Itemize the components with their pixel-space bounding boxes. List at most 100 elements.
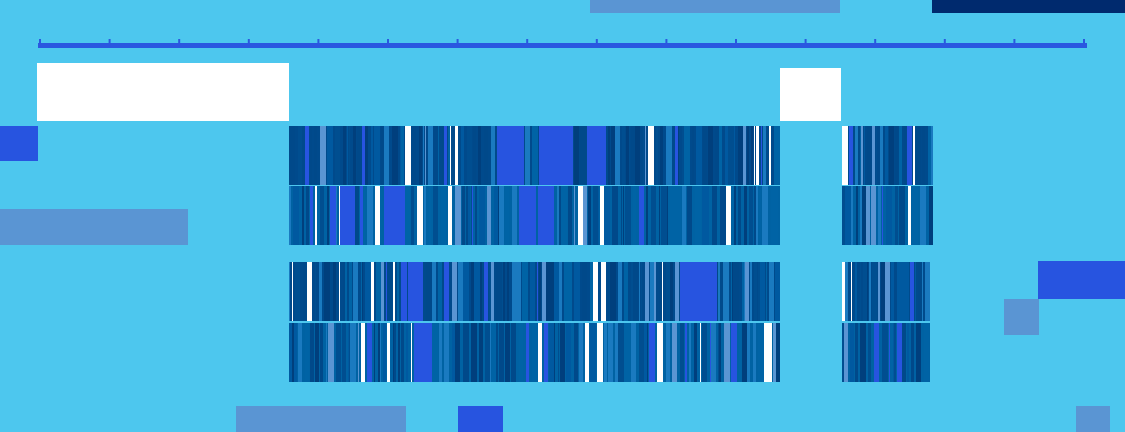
top-light-bar — [590, 0, 840, 13]
track-bar — [878, 262, 880, 321]
track-bar — [774, 126, 780, 185]
track-bar — [497, 126, 524, 185]
track-bar — [747, 126, 749, 185]
track-bar — [574, 323, 577, 382]
track-bar — [842, 323, 844, 382]
track-bar — [530, 262, 535, 321]
track-bar — [718, 323, 719, 382]
track-bar — [376, 262, 381, 321]
track-bar — [408, 262, 423, 321]
ruler-tick — [39, 39, 41, 45]
track-bar — [860, 126, 861, 185]
ruler-tick — [178, 39, 181, 45]
track-bar — [648, 126, 654, 185]
track-bar — [925, 262, 930, 321]
track-bar — [511, 323, 516, 382]
track-bar — [496, 262, 502, 321]
track-bar — [320, 126, 326, 185]
track-bar — [336, 186, 337, 245]
track-bar — [872, 126, 873, 185]
track-bar — [303, 262, 305, 321]
track-bar — [723, 262, 729, 321]
track-bar — [844, 323, 848, 382]
track-bar — [625, 186, 631, 245]
track-bar — [505, 323, 510, 382]
sequence-track — [289, 126, 933, 185]
track-bar — [487, 186, 491, 245]
track-bar — [474, 126, 476, 185]
track-bar — [708, 126, 713, 185]
track-bar — [478, 126, 481, 185]
track-bar — [618, 262, 622, 321]
track-bar — [656, 126, 658, 185]
track-bar — [453, 126, 454, 185]
track-bar — [880, 126, 883, 185]
track-bar — [743, 126, 746, 185]
track-bar — [310, 323, 314, 382]
track-bar — [680, 323, 684, 382]
track-bar — [715, 126, 719, 185]
track-bar — [353, 126, 356, 185]
track-bar — [559, 186, 561, 245]
track-bar — [432, 323, 438, 382]
track-bar — [695, 186, 701, 245]
track-bar — [845, 186, 851, 245]
track-bar — [767, 323, 772, 382]
track-bar — [574, 262, 580, 321]
track-bar — [384, 126, 389, 185]
track-bar — [867, 126, 871, 185]
track-bar — [604, 186, 610, 245]
track-bar — [517, 262, 521, 321]
track-bar — [542, 262, 546, 321]
track-bar — [441, 186, 446, 245]
track-bar — [604, 323, 607, 382]
sequence-tracks — [289, 126, 933, 382]
track-bar — [851, 262, 852, 321]
track-bar — [612, 126, 615, 185]
track-bar — [687, 186, 692, 245]
track-bar — [587, 126, 606, 185]
track-bar — [538, 323, 542, 382]
track-bar — [390, 262, 392, 321]
track-bar — [860, 323, 866, 382]
track-bar — [295, 262, 300, 321]
track-bar — [343, 126, 346, 185]
track-bar — [885, 126, 888, 185]
track-bar — [298, 126, 302, 185]
track-bar — [608, 262, 609, 321]
track-bar — [702, 323, 707, 382]
track-bar — [348, 323, 349, 382]
track-bar — [860, 262, 861, 321]
track-bar — [633, 186, 636, 245]
track-bar — [874, 323, 879, 382]
track-bar — [512, 262, 517, 321]
track-bar — [904, 126, 906, 185]
track-bar — [333, 262, 336, 321]
track-bar — [496, 323, 498, 382]
track-bar — [305, 262, 306, 321]
track-bar — [732, 186, 734, 245]
track-bar — [479, 323, 483, 382]
track-bar — [412, 126, 416, 185]
ruler-tick — [943, 39, 946, 45]
track-bar — [538, 186, 554, 245]
track-bar — [335, 126, 340, 185]
track-bar — [455, 323, 460, 382]
ruler-tick — [595, 39, 598, 45]
track-bar — [289, 126, 292, 185]
track-bar — [754, 262, 757, 321]
track-bar — [387, 323, 390, 382]
track-bar — [650, 262, 654, 321]
track-bar — [684, 126, 690, 185]
track-bar — [455, 186, 461, 245]
track-bar — [546, 262, 551, 321]
track-bar — [425, 126, 426, 185]
track-bar — [910, 262, 914, 321]
ruler-tick — [317, 39, 320, 45]
track-bar — [922, 126, 925, 185]
track-bar — [397, 262, 399, 321]
track-bar — [869, 262, 871, 321]
track-bar — [732, 262, 733, 321]
track-bar — [756, 186, 758, 245]
